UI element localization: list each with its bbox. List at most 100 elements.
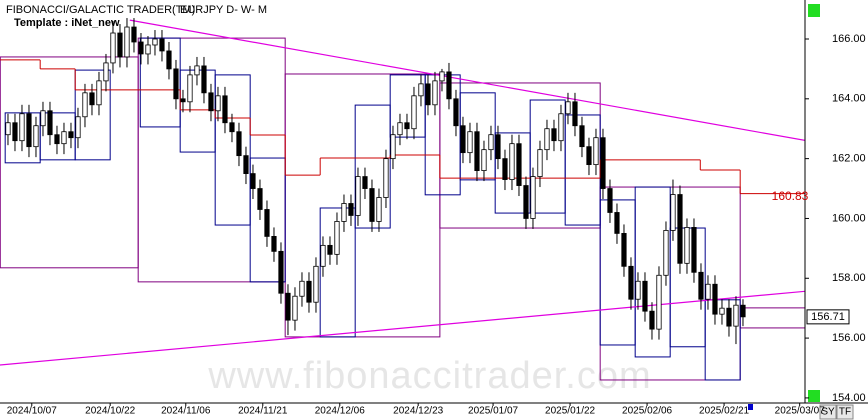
candle-body xyxy=(467,131,473,154)
y-tick-label: 166.00 xyxy=(832,33,866,45)
candle-body xyxy=(642,280,648,312)
candle-body xyxy=(663,230,669,276)
candle-body xyxy=(418,83,424,97)
candle-body xyxy=(264,209,270,237)
candle-body xyxy=(614,212,620,234)
candle-body xyxy=(187,74,193,103)
candle-body xyxy=(82,92,88,118)
candle-body xyxy=(726,307,732,327)
candle-body xyxy=(572,101,578,127)
candle-body xyxy=(327,244,333,255)
candle-body xyxy=(488,134,494,151)
candle-body xyxy=(516,143,522,186)
candle-body xyxy=(341,203,347,222)
candle-body xyxy=(369,188,375,222)
range-box xyxy=(214,74,251,226)
candle-body xyxy=(131,26,137,43)
candle-body xyxy=(621,233,627,267)
range-box xyxy=(249,157,286,283)
x-tick-label: 2024/10/07 xyxy=(7,406,57,417)
candle-body xyxy=(453,98,459,127)
toolbar: SY TF xyxy=(819,404,854,420)
candle-body xyxy=(236,131,242,157)
candle-body xyxy=(404,122,410,130)
candle-body xyxy=(96,80,102,106)
y-tick-label: 154.00 xyxy=(832,392,866,404)
candle-body xyxy=(432,80,438,106)
watermark: www.fibonaccitrader.com xyxy=(207,355,651,397)
candle-body xyxy=(334,221,340,255)
candle-body xyxy=(565,101,571,115)
candle-body xyxy=(243,155,249,174)
candle-body xyxy=(698,271,704,300)
candle-body xyxy=(145,44,151,55)
scroll-marker xyxy=(748,404,753,410)
candle-body xyxy=(166,50,172,70)
candle-body xyxy=(285,292,291,321)
candle-body xyxy=(159,38,165,52)
candle-body xyxy=(740,304,746,318)
x-tick-label: 2025/02/06 xyxy=(622,406,672,417)
candle-body xyxy=(222,95,228,124)
candle-body xyxy=(502,158,508,180)
candle-body xyxy=(677,194,683,264)
candle-body xyxy=(593,137,599,166)
candle-body xyxy=(250,173,256,189)
indicator-square xyxy=(808,390,820,402)
candle-body xyxy=(180,98,186,103)
template-label: Template : iNet_new xyxy=(14,17,120,29)
y-tick-label: 158.00 xyxy=(832,272,866,284)
candle-body xyxy=(537,149,543,177)
button[interactable] xyxy=(836,404,854,420)
x-tick-label: 2025/01/22 xyxy=(545,406,595,417)
candle-body xyxy=(439,71,445,82)
candle-body xyxy=(411,95,417,130)
candle-body xyxy=(26,113,32,148)
candle-body xyxy=(579,125,585,148)
candle-body xyxy=(201,65,207,94)
price-tag-label: 156.71 xyxy=(811,311,845,323)
candle-body xyxy=(425,83,431,106)
candle-body xyxy=(362,176,368,189)
price-tag xyxy=(806,309,850,325)
candle-body xyxy=(523,185,529,219)
candle-body xyxy=(460,125,466,154)
candle-body xyxy=(719,307,725,315)
candle-body xyxy=(558,113,564,142)
range-box xyxy=(354,104,391,229)
button[interactable] xyxy=(819,404,837,420)
candle-body xyxy=(278,250,284,294)
candle-body xyxy=(481,149,487,171)
candle-body xyxy=(628,265,634,300)
candle-body xyxy=(509,143,515,180)
candle-body xyxy=(103,62,109,82)
plot-area xyxy=(0,18,805,381)
button-label[interactable]: TF xyxy=(839,407,851,418)
candle-body xyxy=(446,71,452,100)
candle-body xyxy=(110,32,116,64)
candle-body xyxy=(138,41,144,55)
candle-body xyxy=(173,68,179,100)
x-tick-label: 2024/12/23 xyxy=(393,406,443,417)
x-tick-label: 2024/10/22 xyxy=(85,406,135,417)
trendline xyxy=(0,290,805,366)
candle-body xyxy=(670,194,676,231)
candle-body xyxy=(47,110,53,136)
candle-body xyxy=(705,283,711,300)
candle-body xyxy=(474,131,480,171)
candle-body xyxy=(54,134,60,145)
candle-body xyxy=(292,295,298,321)
candle-body xyxy=(124,26,130,58)
x-tick-label: 2025/01/07 xyxy=(468,406,518,417)
button-label[interactable]: SY xyxy=(821,407,835,418)
candle-body xyxy=(733,304,739,327)
candle-body xyxy=(208,92,214,112)
candle-body xyxy=(691,227,697,273)
symbol-label: EURJPY D- W- M xyxy=(180,4,267,16)
x-tick-label: 2024/11/21 xyxy=(238,406,288,417)
y-tick-label: 164.00 xyxy=(832,93,866,105)
chart-title: FIBONACCI/GALACTIC TRADER(TM) xyxy=(6,4,195,16)
x-tick-label: 2025/02/21 xyxy=(699,406,749,417)
